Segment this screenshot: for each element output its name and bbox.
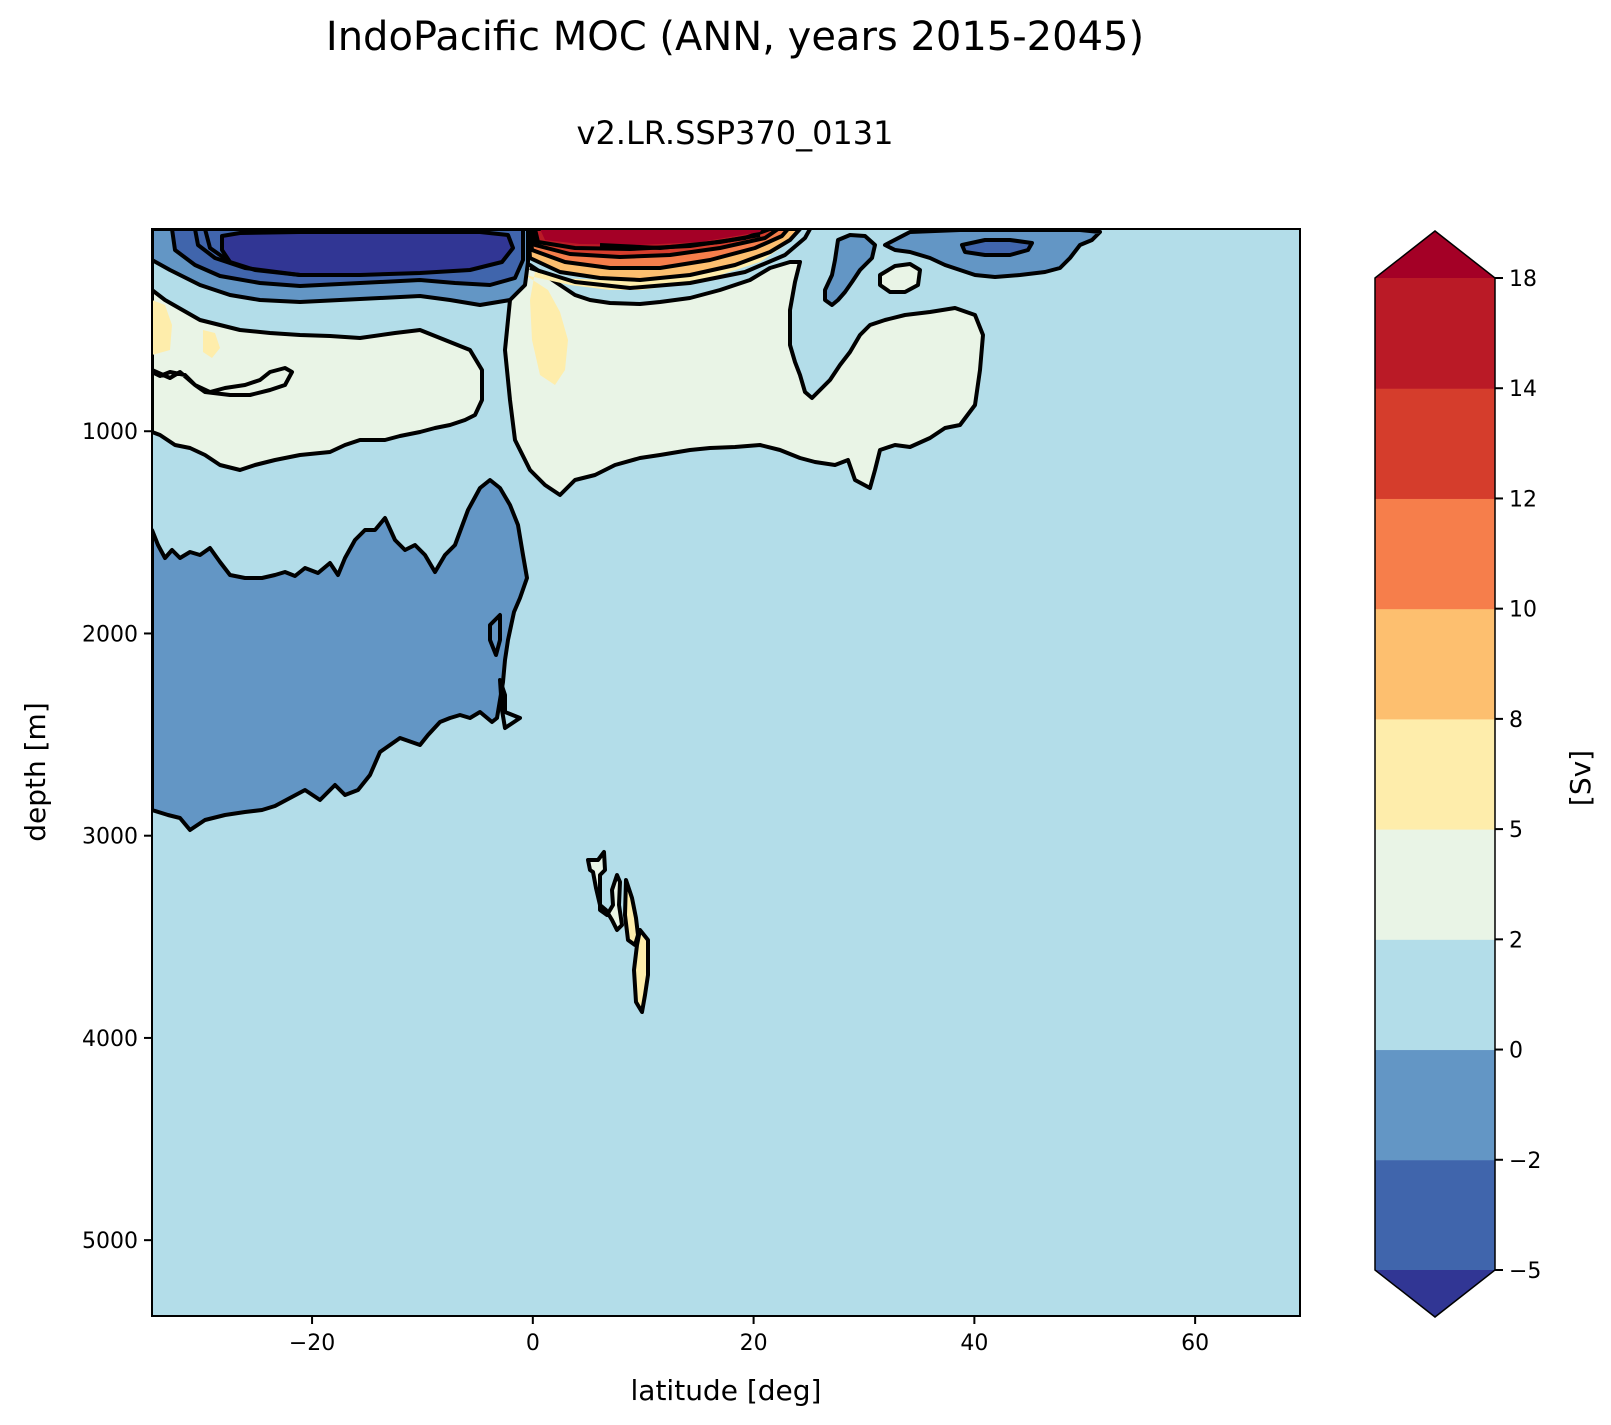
- colorbar-segment: [1375, 278, 1495, 389]
- colorbar-segment: [1375, 829, 1495, 940]
- colorbar-segment: [1375, 498, 1495, 610]
- colorbar: [1374, 230, 1496, 1318]
- x-tick-label: 60: [1181, 1331, 1209, 1356]
- contour-line-abyssal-a: [586, 850, 624, 932]
- contour-fill-neg-under5-surface-south: [220, 230, 515, 277]
- colorbar-segment: [1375, 1049, 1495, 1161]
- colorbar-label: [Sv]: [1564, 750, 1597, 806]
- contour-line-surface-north-extra-2: [599, 233, 761, 250]
- y-tick-label: 1000: [82, 420, 138, 445]
- colorbar-tick-label: 12: [1509, 487, 1537, 512]
- colorbar-segment: [1375, 939, 1495, 1051]
- colorbar-segment: [1375, 608, 1495, 720]
- colorbar-tick-label: 14: [1509, 377, 1537, 402]
- x-tick-label: −20: [289, 1331, 335, 1356]
- x-tick-label: 40: [960, 1331, 988, 1356]
- contour-line-north-small-loop: [878, 262, 922, 294]
- colorbar-tick-label: 5: [1509, 818, 1523, 843]
- colorbar-tick-label: 18: [1509, 267, 1537, 292]
- y-axis-label: depth [m]: [19, 702, 52, 842]
- colorbar-tick-label: 0: [1509, 1039, 1523, 1064]
- colorbar-segment: [1375, 718, 1495, 830]
- contour-fill-neg-2-0-north-small: [823, 233, 877, 307]
- y-tick-label: 5000: [82, 1229, 138, 1254]
- colorbar-tick-label: 2: [1509, 928, 1523, 953]
- colorbar-tick-label: −5: [1509, 1259, 1541, 1284]
- contour-fill-pos-2-5-north: [503, 260, 985, 497]
- colorbar-tick-label: 8: [1509, 708, 1523, 733]
- colorbar-extend-under: [1375, 1270, 1495, 1317]
- contour-line-surface-south-extra-2: [203, 229, 232, 264]
- contour-line-south-mid: [152, 366, 294, 397]
- contour-line-surface-north-inner: [960, 238, 1034, 257]
- colorbar-ticks: −5 −2 0 2 5 8 10 12 14 18: [1495, 267, 1541, 1284]
- contour-fill-pos-5-8-south-a: [152, 300, 172, 355]
- contour-fill-pos-2-5-south: [152, 256, 484, 472]
- x-tick-label: 0: [526, 1331, 540, 1356]
- x-axis-label: latitude [deg]: [631, 1374, 822, 1407]
- colorbar-tick-label: 10: [1509, 598, 1537, 623]
- contour-fill-pos-over18-surface-north: [540, 229, 762, 245]
- contour-fill-pos-5-8-equator: [525, 235, 795, 385]
- x-tick-label: 20: [740, 1331, 768, 1356]
- contour-fill-neg-2-0-deep: [152, 478, 529, 832]
- contour-line-abyssal-c: [632, 928, 650, 1014]
- contour-line-surface-south-extra-1: [193, 229, 301, 277]
- contour-fill-pos-5-8-south-b: [203, 330, 220, 358]
- colorbar-tick-label: −2: [1509, 1149, 1541, 1174]
- x-axis-ticks: −20 0 20 40 60: [289, 1316, 1209, 1356]
- chart-title: IndoPacific MOC (ANN, years 2015-2045): [325, 14, 1145, 60]
- y-axis-ticks: 1000 2000 3000 4000 5000: [82, 420, 152, 1254]
- colorbar-segment: [1375, 1159, 1495, 1271]
- colorbar-segment: [1375, 388, 1495, 499]
- y-tick-label: 3000: [82, 825, 138, 850]
- contour-line-surface-north-extra-1: [529, 229, 812, 290]
- contour-line-equator-deep-a: [488, 613, 502, 657]
- chart-subtitle: v2.LR.SSP370_0131: [576, 114, 894, 152]
- contour-line-equator-deep-b: [498, 678, 522, 730]
- y-tick-label: 2000: [82, 622, 138, 647]
- contour-plot-area: [152, 229, 1300, 1316]
- plot-frame: [151, 228, 1301, 1317]
- colorbar-extend-over: [1375, 231, 1495, 278]
- y-tick-label: 4000: [82, 1027, 138, 1052]
